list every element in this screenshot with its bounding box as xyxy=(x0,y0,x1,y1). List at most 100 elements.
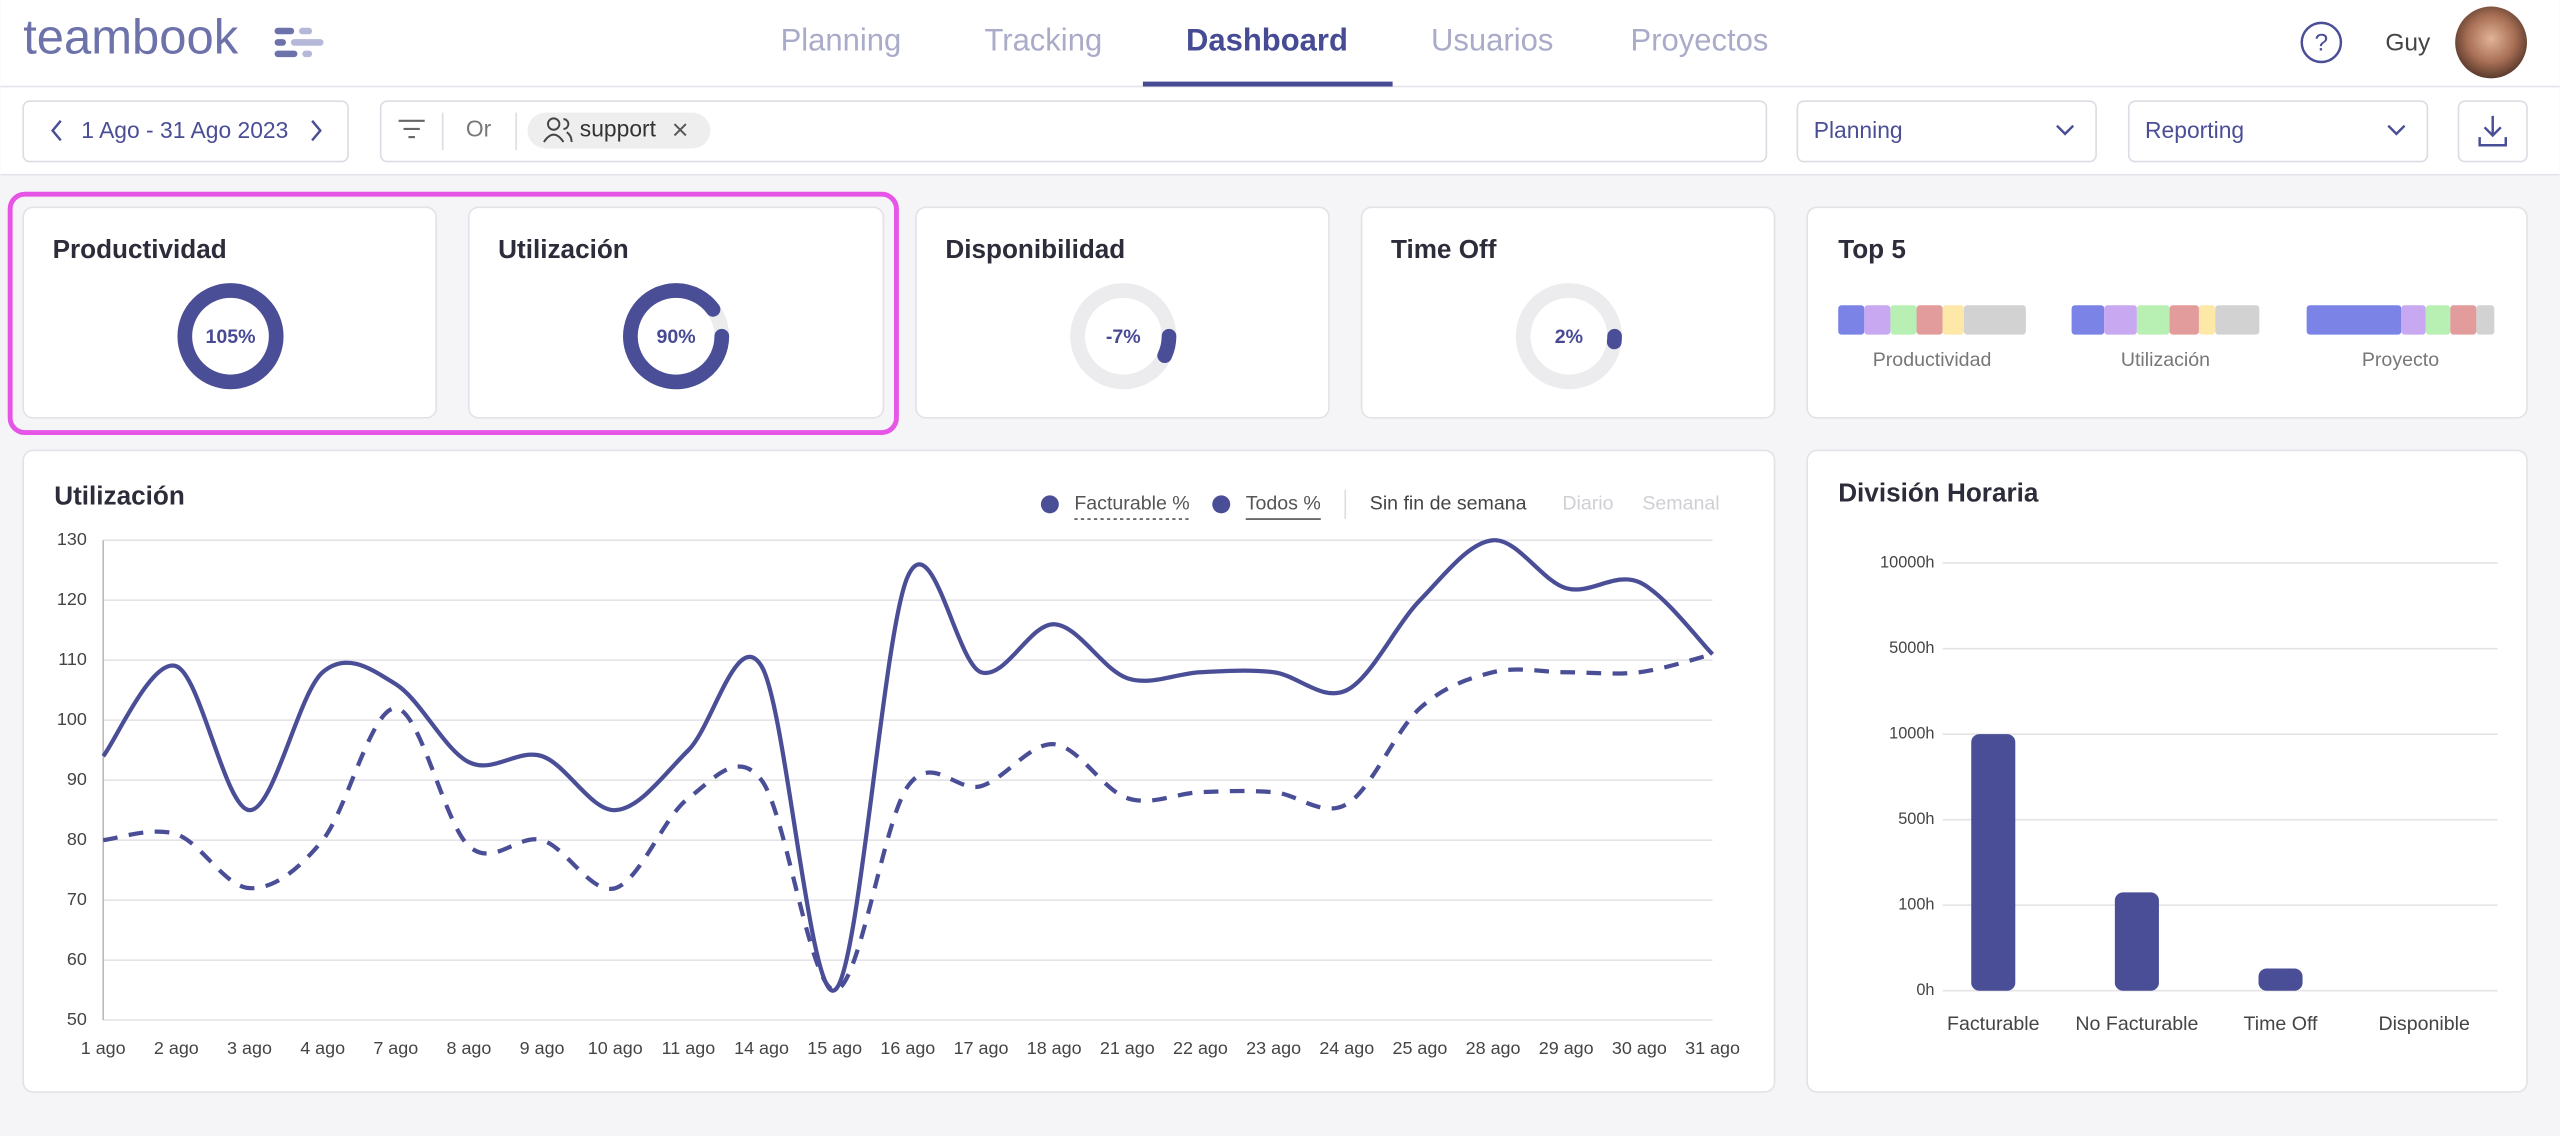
y-tick-label: 90 xyxy=(67,769,87,789)
date-picker xyxy=(22,100,349,163)
y-tick-label: 60 xyxy=(67,949,87,969)
donut-arc xyxy=(1157,328,1177,364)
top5-label: Proyecto xyxy=(2362,349,2439,371)
top5-segment xyxy=(2425,305,2451,335)
x-tick-label: 16 ago xyxy=(880,1038,935,1058)
chart-option[interactable]: Diario xyxy=(1562,493,1613,515)
user-avatar[interactable] xyxy=(2455,6,2527,79)
y-tick-label: 70 xyxy=(67,889,87,909)
top5-label: Productividad xyxy=(1873,349,1992,371)
logo[interactable]: teambook xyxy=(23,11,239,65)
nav-item[interactable]: Tracking xyxy=(984,23,1102,58)
x-tick-label: 31 ago xyxy=(1685,1038,1740,1058)
nav-item[interactable]: Dashboard xyxy=(1186,23,1348,58)
x-tick-label: 3 ago xyxy=(227,1038,272,1058)
date-range[interactable]: 1 Ago - 31 Ago 2023 xyxy=(81,117,288,143)
kpi-title: Disponibilidad xyxy=(945,234,1125,264)
bar xyxy=(2114,892,2159,991)
next-button[interactable] xyxy=(311,119,322,142)
select-view-label[interactable]: Planning xyxy=(1814,117,1903,143)
top5-segment xyxy=(2306,305,2402,335)
x-tick-label: 7 ago xyxy=(373,1038,418,1058)
y-tick-label: 80 xyxy=(67,829,87,849)
x-tick-label: 4 ago xyxy=(300,1038,345,1058)
x-tick-label: 15 ago xyxy=(807,1038,862,1058)
filter-tag[interactable] xyxy=(527,112,711,149)
top5-segment xyxy=(2169,305,2199,335)
top5-segment xyxy=(1890,305,1917,335)
donut-arc xyxy=(623,283,730,390)
legend-label[interactable]: Facturable % xyxy=(1074,493,1189,515)
help-button[interactable] xyxy=(2300,21,2343,64)
x-tick-label: 1 ago xyxy=(81,1038,126,1058)
top5-segment xyxy=(2071,305,2105,335)
x-tick-label: 24 ago xyxy=(1319,1038,1374,1058)
x-tick-label: Disponible xyxy=(2378,1013,2470,1035)
donut-label: 105% xyxy=(205,326,255,348)
card-title: Top 5 xyxy=(1838,234,1906,264)
select-view[interactable] xyxy=(1796,100,2097,163)
x-tick-label: 30 ago xyxy=(1612,1038,1667,1058)
chevron xyxy=(2056,124,2075,136)
kpi-title: Productividad xyxy=(53,234,227,264)
top5-segment xyxy=(2104,305,2137,335)
y-tick-label: 1000h xyxy=(1889,724,1934,742)
top5-label: Utilización xyxy=(2121,349,2210,371)
legend-label[interactable]: Todos % xyxy=(1246,493,1321,515)
chevron xyxy=(2387,124,2406,136)
y-tick-label: 120 xyxy=(57,589,87,609)
filter-icon[interactable] xyxy=(398,119,425,139)
logo-icon xyxy=(274,27,324,58)
prev-button[interactable] xyxy=(51,119,62,142)
download-icon[interactable] xyxy=(2478,115,2507,147)
donut-arc xyxy=(177,283,284,390)
card-title: División Horaria xyxy=(1838,477,2039,507)
top5-segment xyxy=(2215,305,2260,335)
y-tick-label: 100 xyxy=(57,709,87,729)
x-tick-label: 21 ago xyxy=(1100,1038,1155,1058)
top5-segment xyxy=(1838,305,1865,335)
top5-segment xyxy=(1942,305,1964,335)
y-tick-label: 0h xyxy=(1916,981,1934,999)
chart-option[interactable]: Sin fin de semana xyxy=(1370,493,1527,515)
x-tick-label: 10 ago xyxy=(588,1038,643,1058)
nav-item[interactable]: Usuarios xyxy=(1431,23,1553,58)
top5-segment xyxy=(2401,305,2426,335)
top5-segment xyxy=(1916,305,1943,335)
x-tick-label: 17 ago xyxy=(954,1038,1009,1058)
x-tick-label: 22 ago xyxy=(1173,1038,1228,1058)
x-tick-label: 18 ago xyxy=(1027,1038,1082,1058)
x-tick-label: 28 ago xyxy=(1466,1038,1521,1058)
kpi-title: Utilización xyxy=(498,234,629,264)
x-tick-label: 2 ago xyxy=(154,1038,199,1058)
remove-tag[interactable] xyxy=(673,123,687,137)
x-tick-label: 11 ago xyxy=(662,1038,716,1058)
highlight xyxy=(7,191,899,435)
chart-option[interactable]: Semanal xyxy=(1642,493,1719,515)
filter-mode[interactable]: Or xyxy=(466,116,492,142)
y-tick-label: 130 xyxy=(57,529,87,549)
legend-marker xyxy=(1040,495,1059,514)
x-tick-label: 23 ago xyxy=(1246,1038,1301,1058)
line-series xyxy=(101,538,1715,993)
bar xyxy=(1971,734,2016,991)
select-report-label[interactable]: Reporting xyxy=(2145,117,2244,143)
top5-segment xyxy=(2476,305,2495,335)
users-icon xyxy=(543,117,573,143)
x-tick-label: 14 ago xyxy=(734,1038,789,1058)
nav-item[interactable]: Planning xyxy=(781,23,902,58)
x-tick-label: 29 ago xyxy=(1539,1038,1594,1058)
help-icon[interactable]: ? xyxy=(2315,30,2329,57)
select-report[interactable] xyxy=(2127,100,2429,163)
y-tick-label: 500h xyxy=(1898,810,1934,828)
user-name[interactable]: Guy xyxy=(2385,30,2431,57)
y-tick-label: 10000h xyxy=(1880,553,1934,571)
top5-segment xyxy=(2136,305,2170,335)
y-tick-label: 5000h xyxy=(1889,639,1934,657)
top5-segment xyxy=(2450,305,2477,335)
nav-item[interactable]: Proyectos xyxy=(1631,23,1769,58)
legend-marker xyxy=(1212,495,1231,514)
filter-tag-label[interactable]: support xyxy=(580,116,657,142)
line-series xyxy=(102,652,1714,993)
